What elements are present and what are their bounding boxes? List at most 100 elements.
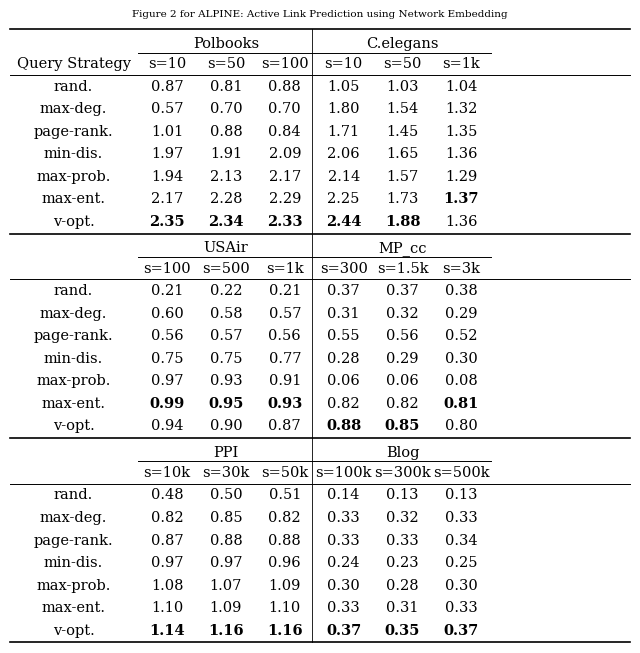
Text: s=100k: s=100k (316, 466, 372, 480)
Text: 1.10: 1.10 (269, 601, 301, 615)
Text: 0.70: 0.70 (269, 103, 301, 116)
Text: 2.13: 2.13 (210, 170, 242, 184)
Text: 1.09: 1.09 (269, 579, 301, 593)
Text: 0.55: 0.55 (328, 329, 360, 343)
Text: 0.32: 0.32 (387, 307, 419, 321)
Text: max-ent.: max-ent. (42, 601, 106, 615)
Text: s=50: s=50 (383, 57, 422, 71)
Text: 2.25: 2.25 (328, 193, 360, 206)
Text: 1.54: 1.54 (387, 103, 419, 116)
Text: 0.06: 0.06 (327, 374, 360, 389)
Text: page-rank.: page-rank. (34, 125, 113, 139)
Text: 2.44: 2.44 (326, 215, 362, 229)
Text: 1.91: 1.91 (210, 148, 242, 161)
Text: 0.37: 0.37 (326, 624, 362, 638)
Text: 0.50: 0.50 (210, 488, 242, 503)
Text: 0.30: 0.30 (445, 352, 478, 366)
Text: 1.45: 1.45 (387, 125, 419, 139)
Text: s=3k: s=3k (442, 262, 481, 276)
Text: 0.88: 0.88 (268, 80, 301, 94)
Text: 0.82: 0.82 (328, 397, 360, 411)
Text: s=30k: s=30k (202, 466, 250, 480)
Text: 0.75: 0.75 (210, 352, 242, 366)
Text: 0.33: 0.33 (327, 534, 360, 548)
Text: s=100: s=100 (143, 262, 191, 276)
Text: 0.84: 0.84 (269, 125, 301, 139)
Text: 0.14: 0.14 (328, 488, 360, 503)
Text: 0.24: 0.24 (328, 556, 360, 570)
Text: 0.82: 0.82 (151, 511, 183, 525)
Text: 0.48: 0.48 (151, 488, 183, 503)
Text: Figure 2 for ALPINE: Active Link Prediction using Network Embedding: Figure 2 for ALPINE: Active Link Predict… (132, 10, 508, 19)
Text: 0.56: 0.56 (387, 329, 419, 343)
Text: 1.05: 1.05 (328, 80, 360, 94)
Text: 0.52: 0.52 (445, 329, 477, 343)
Text: 1.36: 1.36 (445, 215, 477, 229)
Text: max-ent.: max-ent. (42, 193, 106, 206)
Text: 0.57: 0.57 (210, 329, 242, 343)
Text: 2.06: 2.06 (328, 148, 360, 161)
Text: 0.33: 0.33 (327, 601, 360, 615)
Text: 0.21: 0.21 (151, 284, 183, 298)
Text: 1.16: 1.16 (208, 624, 244, 638)
Text: 1.88: 1.88 (385, 215, 420, 229)
Text: min-dis.: min-dis. (44, 148, 103, 161)
Text: 1.37: 1.37 (444, 193, 479, 206)
Text: s=500: s=500 (202, 262, 250, 276)
Text: 0.97: 0.97 (151, 556, 183, 570)
Text: 1.04: 1.04 (445, 80, 477, 94)
Text: 1.80: 1.80 (328, 103, 360, 116)
Text: 0.33: 0.33 (327, 511, 360, 525)
Text: 0.29: 0.29 (387, 352, 419, 366)
Text: 0.30: 0.30 (327, 579, 360, 593)
Text: 0.88: 0.88 (209, 534, 243, 548)
Text: 2.34: 2.34 (208, 215, 244, 229)
Text: s=1k: s=1k (266, 262, 303, 276)
Text: USAir: USAir (204, 242, 248, 255)
Text: 0.94: 0.94 (151, 419, 183, 434)
Text: 0.88: 0.88 (209, 125, 243, 139)
Text: 2.14: 2.14 (328, 170, 360, 184)
Text: s=50k: s=50k (261, 466, 308, 480)
Text: v-opt.: v-opt. (52, 624, 95, 638)
Text: v-opt.: v-opt. (52, 419, 95, 434)
Text: 0.13: 0.13 (387, 488, 419, 503)
Text: 1.08: 1.08 (151, 579, 183, 593)
Text: 0.37: 0.37 (328, 284, 360, 298)
Text: max-deg.: max-deg. (40, 511, 108, 525)
Text: 0.60: 0.60 (150, 307, 184, 321)
Text: 0.58: 0.58 (210, 307, 242, 321)
Text: s=10: s=10 (324, 57, 363, 71)
Text: 0.81: 0.81 (210, 80, 242, 94)
Text: 0.80: 0.80 (445, 419, 478, 434)
Text: 0.75: 0.75 (151, 352, 183, 366)
Text: 1.16: 1.16 (267, 624, 303, 638)
Text: max-prob.: max-prob. (36, 579, 111, 593)
Text: 0.90: 0.90 (210, 419, 242, 434)
Text: 1.57: 1.57 (387, 170, 419, 184)
Text: 1.35: 1.35 (445, 125, 477, 139)
Text: 0.33: 0.33 (445, 601, 478, 615)
Text: 0.28: 0.28 (387, 579, 419, 593)
Text: 0.57: 0.57 (151, 103, 183, 116)
Text: max-prob.: max-prob. (36, 374, 111, 389)
Text: max-deg.: max-deg. (40, 103, 108, 116)
Text: 1.09: 1.09 (210, 601, 242, 615)
Text: max-prob.: max-prob. (36, 170, 111, 184)
Text: 0.23: 0.23 (387, 556, 419, 570)
Text: 1.97: 1.97 (151, 148, 183, 161)
Text: 0.22: 0.22 (210, 284, 242, 298)
Text: 1.03: 1.03 (387, 80, 419, 94)
Text: 0.30: 0.30 (445, 579, 478, 593)
Text: rand.: rand. (54, 488, 93, 503)
Text: v-opt.: v-opt. (52, 215, 95, 229)
Text: s=50: s=50 (207, 57, 245, 71)
Text: rand.: rand. (54, 80, 93, 94)
Text: 0.85: 0.85 (385, 419, 420, 434)
Text: s=300: s=300 (320, 262, 367, 276)
Text: MP_cc: MP_cc (378, 241, 427, 256)
Text: 0.57: 0.57 (269, 307, 301, 321)
Text: 0.56: 0.56 (269, 329, 301, 343)
Text: 0.97: 0.97 (151, 374, 183, 389)
Text: 0.38: 0.38 (445, 284, 478, 298)
